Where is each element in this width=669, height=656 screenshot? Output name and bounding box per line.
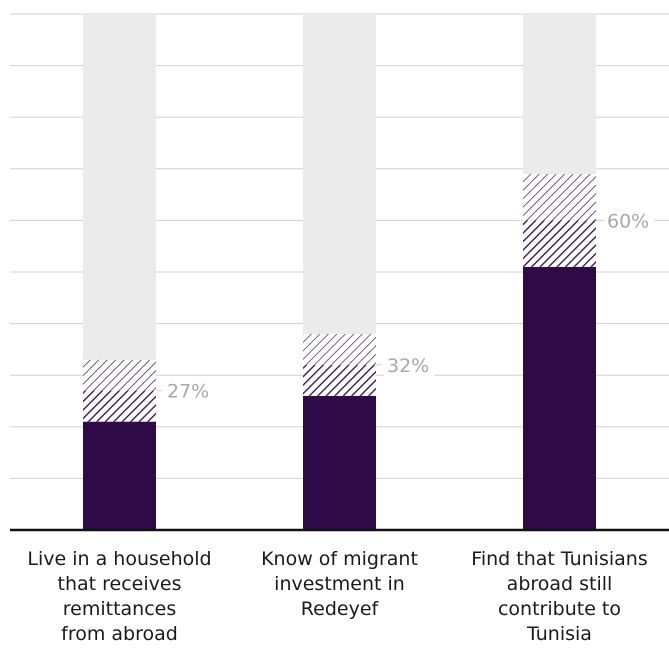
value-label: 27% <box>167 381 209 403</box>
bar-segment-background <box>303 14 376 334</box>
category-label: Find that Tunisians abroad still contrib… <box>471 548 648 645</box>
bar-segment-hatched-dense <box>523 220 596 267</box>
bar-segment-hatched-dense <box>303 364 376 396</box>
value-label-bg <box>164 378 215 403</box>
value-labels: 27% 32% 60% <box>156 208 655 403</box>
value-label: 60% <box>607 210 649 232</box>
bar-segment-hatched-light <box>523 173 596 221</box>
bar-segment-solid <box>303 395 376 530</box>
bar-segment-background <box>83 14 156 360</box>
category-label: Know of migrant investment in Redeyef <box>261 548 418 620</box>
bar-segment-background <box>523 14 596 174</box>
bar-segment-hatched-dense <box>83 390 156 422</box>
value-label-bg <box>604 208 655 233</box>
bar-segment-hatched-light <box>303 333 376 365</box>
bar-segment-solid <box>83 421 156 530</box>
category-label: Live in a household that receives remitt… <box>27 548 212 645</box>
bar-segment-solid <box>523 266 596 530</box>
bar-segment-hatched-light <box>83 359 156 391</box>
value-label-bg <box>384 352 435 377</box>
bars <box>83 14 596 530</box>
value-label: 32% <box>387 355 429 377</box>
